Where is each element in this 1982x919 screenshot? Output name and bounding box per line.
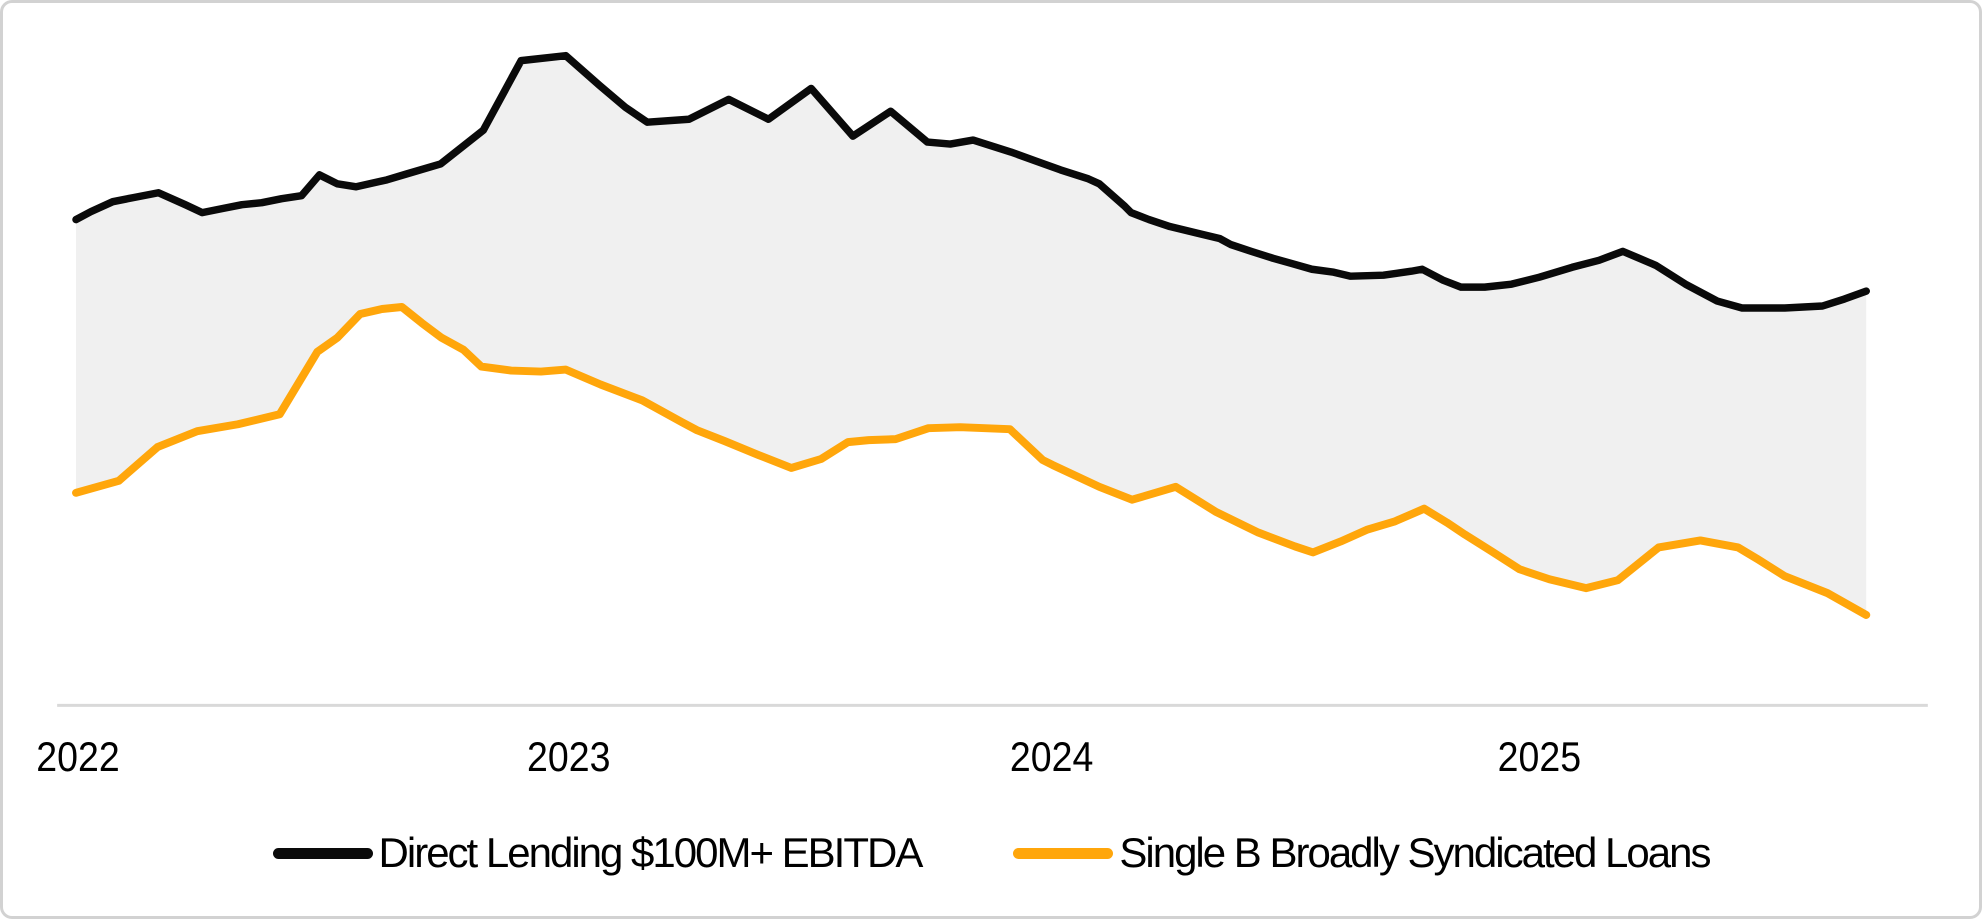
band-fill-area	[76, 55, 1867, 615]
x-tick-2023: 2023	[527, 733, 610, 780]
legend-label-single-b-bsl: Single B Broadly Syndicated Loans	[1119, 829, 1711, 876]
chart-legend: Direct Lending $100M+ EBITDA Single B Br…	[3, 827, 1979, 879]
series-line-single-b-bsl	[72, 303, 1871, 619]
legend-swatch-single-b-bsl	[1013, 847, 1114, 859]
legend-swatch-direct-lending	[272, 847, 373, 859]
legend-item-single-b-bsl: Single B Broadly Syndicated Loans	[1013, 829, 1711, 876]
x-tick-2025: 2025	[1498, 733, 1581, 780]
series-line-direct-lending	[72, 51, 1870, 312]
x-tick-2024: 2024	[1010, 733, 1093, 780]
line-chart-plot: 2022 2023 2024 2025	[36, 51, 1928, 780]
legend-label-direct-lending: Direct Lending $100M+ EBITDA	[378, 829, 924, 876]
x-tick-2022: 2022	[36, 733, 119, 780]
legend-item-direct-lending: Direct Lending $100M+ EBITDA	[272, 829, 924, 876]
